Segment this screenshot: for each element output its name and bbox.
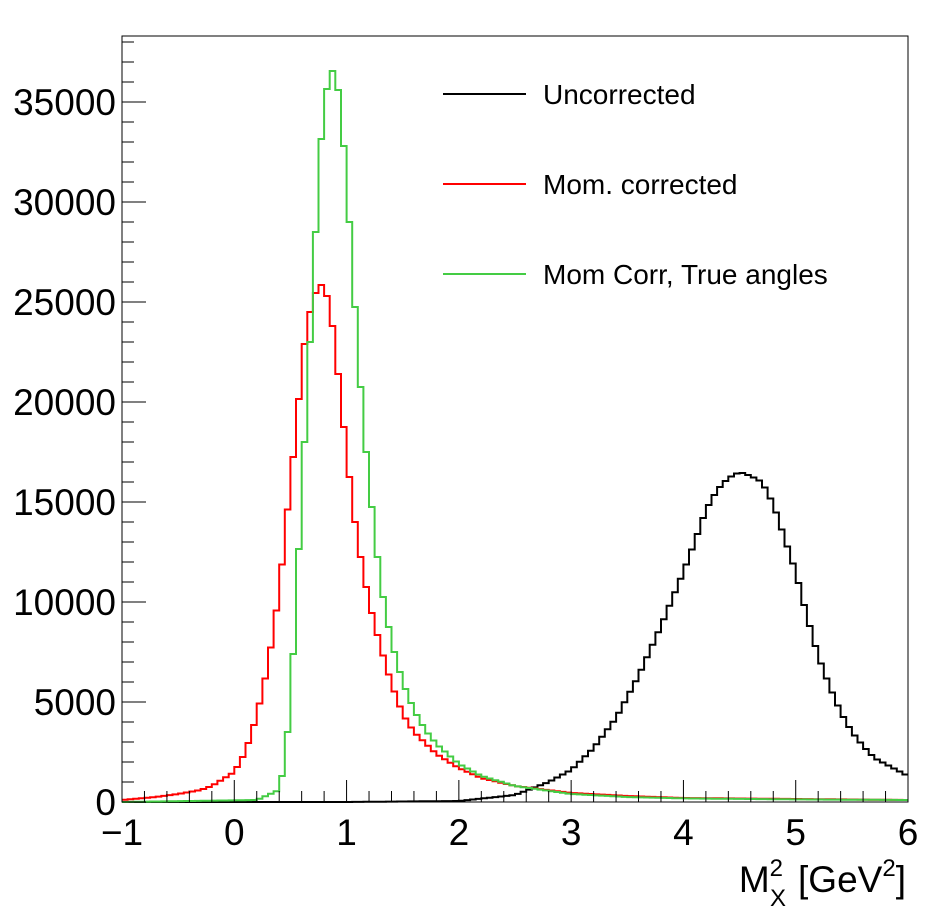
x-axis-title: M2 X [GeV2] — [739, 855, 906, 912]
x-axis-title-subscript: X — [770, 885, 786, 912]
legend-label-1: Uncorrected — [543, 79, 696, 110]
x-tick-label: 5 — [785, 812, 806, 853]
legend-label-2: Mom. corrected — [543, 169, 738, 200]
x-tick-label: 3 — [561, 812, 582, 853]
series-line-3 — [122, 70, 908, 803]
x-tick-label: 0 — [224, 812, 245, 853]
x-tick-label: 4 — [673, 812, 694, 853]
y-tick-label: 0 — [95, 782, 116, 823]
x-axis-title-superscript: 2 — [770, 855, 783, 882]
y-tick-label: 25000 — [13, 282, 116, 323]
x-tick-label: 6 — [898, 812, 919, 853]
x-tick-label: 2 — [449, 812, 470, 853]
x-tick-label: −1 — [101, 812, 143, 853]
legend: Uncorrected Mom. corrected Mom Corr, True … — [443, 79, 828, 290]
axis-layer: −1 0 1 2 3 4 5 60500010000150002000025000300003… — [13, 41, 919, 853]
y-tick-label: 10000 — [13, 582, 116, 623]
series-line-1 — [122, 472, 908, 803]
x-axis-title-unit-superscript: 2 — [882, 855, 895, 882]
plot-frame — [121, 35, 909, 803]
x-tick-label: 1 — [336, 812, 357, 853]
y-tick-label: 20000 — [13, 382, 116, 423]
y-tick-label: 35000 — [13, 82, 116, 123]
y-tick-label: 5000 — [34, 682, 116, 723]
legend-label-3: Mom Corr, True angles — [543, 259, 828, 290]
series-layer — [122, 70, 908, 803]
series-line-2 — [122, 284, 908, 801]
y-tick-label: 30000 — [13, 182, 116, 223]
y-tick-label: 15000 — [13, 482, 116, 523]
